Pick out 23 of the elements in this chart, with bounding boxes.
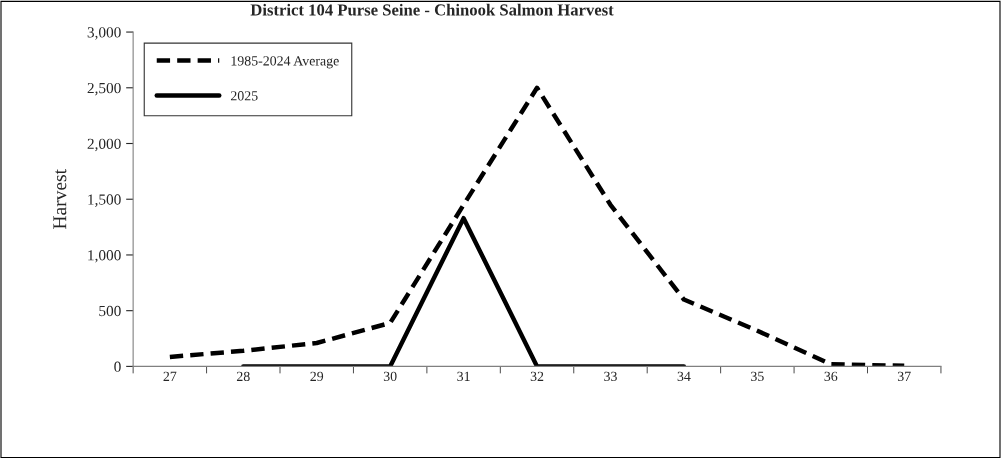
- x-tick-label: 28: [236, 371, 250, 382]
- x-tick-label: 34: [677, 371, 691, 382]
- y-tick-label: 2,000: [87, 138, 121, 152]
- legend-label: 2025: [230, 91, 258, 101]
- y-axis-title: Harvest: [53, 169, 67, 229]
- x-tick-label: 29: [310, 371, 324, 382]
- x-tick-label: 31: [457, 371, 470, 382]
- chart-title: District 104 Purse Seine - Chinook Salmon Harvest: [250, 3, 614, 16]
- x-tick-label: 30: [383, 371, 397, 382]
- x-tick-label: 36: [824, 371, 838, 382]
- x-tick-label: 33: [604, 371, 617, 382]
- x-tick-label: 37: [897, 371, 911, 382]
- y-tick-label: 500: [99, 305, 121, 317]
- y-tick-label: 1,500: [88, 194, 121, 207]
- x-tick-label: 35: [751, 371, 764, 382]
- y-tick-label: 1,000: [88, 250, 121, 263]
- y-tick-label: 0: [114, 361, 121, 372]
- legend-label: 1985-2024 Average: [231, 56, 339, 69]
- x-tick-label: 32: [530, 371, 544, 382]
- x-tick-label: 27: [163, 371, 177, 381]
- y-tick-label: 3,000: [87, 27, 121, 40]
- line-series: [167, 85, 907, 367]
- y-tick-label: 2,500: [87, 82, 121, 96]
